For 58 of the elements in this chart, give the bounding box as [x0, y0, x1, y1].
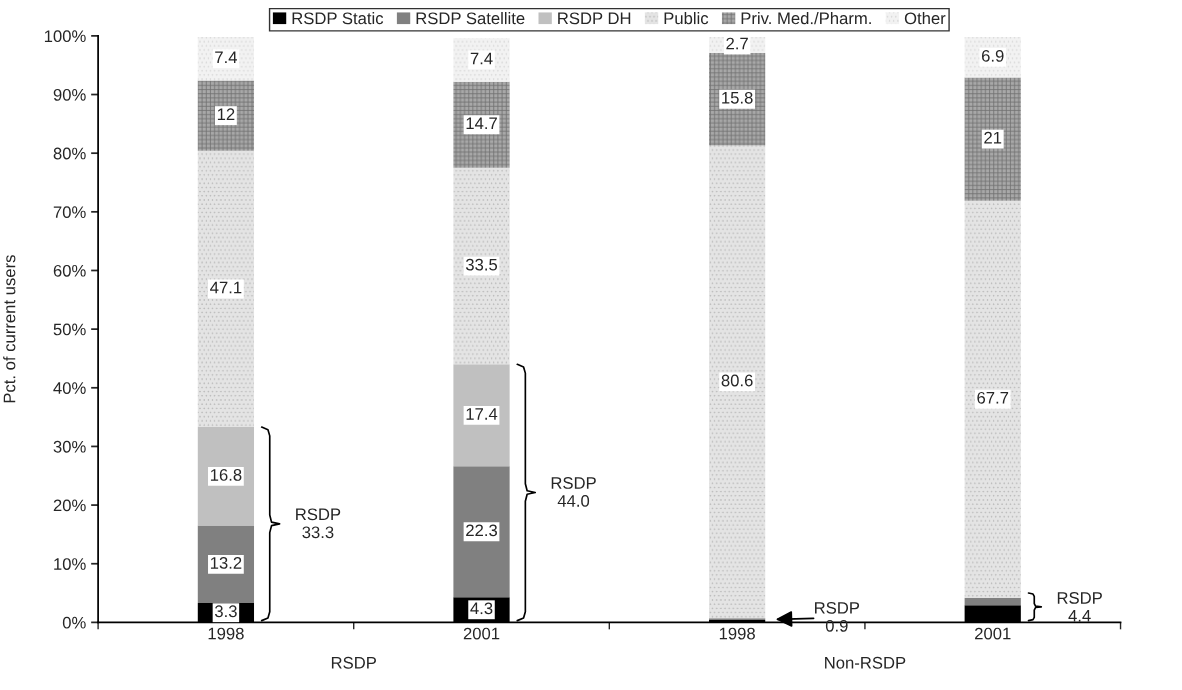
x-tick-label: 2001 [463, 627, 500, 640]
bar [453, 466, 510, 598]
legend-label: RSDP Satellite [416, 12, 525, 25]
legend-label: Priv. Med./Pharm. [741, 12, 871, 25]
text: Non-RSDP [825, 656, 906, 669]
annotation: RSDP 4.4 [1057, 592, 1102, 622]
data-label: 7.4 [215, 51, 238, 64]
data-label: 21 [984, 131, 1002, 144]
annotation: RSDP 33.3 [296, 508, 341, 539]
annotation: RSDP 44.0 [551, 477, 596, 507]
data-label: 22.3 [466, 524, 498, 537]
data-label: 3.3 [214, 605, 237, 618]
data-label: 67.7 [977, 391, 1009, 404]
bar [964, 200, 1021, 598]
bar [453, 81, 510, 168]
legend-label: RSDP DH [558, 12, 631, 25]
annotation: RSDP 0.9 [815, 601, 860, 632]
bar [453, 167, 510, 365]
bar [197, 80, 255, 151]
bar [709, 145, 766, 619]
data-label: 33.5 [465, 258, 498, 271]
data-label: 15.8 [722, 91, 753, 104]
y-tick-label: 60% [53, 264, 86, 277]
y-tick-label: 90% [53, 88, 86, 101]
data-label: 47.1 [210, 281, 242, 294]
y-tick-label: 100% [44, 30, 86, 43]
x-tick-label: 1998 [719, 627, 755, 640]
y-axis-title: Pct. of current users [3, 255, 16, 403]
data-label: 6.9 [982, 49, 1004, 62]
legend-label: Other [904, 12, 946, 25]
y-tick-label: 20% [53, 499, 86, 512]
data-label: 16.8 [210, 469, 242, 481]
bar [964, 597, 1021, 606]
y-tick-label: 70% [53, 206, 86, 219]
bar [709, 52, 766, 146]
bar [197, 150, 255, 428]
data-label: 4.3 [470, 602, 493, 615]
data-label: 80.6 [721, 374, 753, 387]
legend-label: Public [664, 12, 709, 25]
text: RSDP [331, 656, 376, 669]
y-tick-label: 80% [53, 147, 86, 160]
data-label: 13.2 [210, 556, 242, 569]
data-label: 12 [217, 108, 235, 120]
x-tick-label: 1998 [208, 627, 244, 640]
y-tick-label: 10% [54, 558, 86, 570]
legend-label: RSDP Static [292, 12, 384, 25]
bar [453, 364, 510, 467]
data-label: 2.7 [726, 37, 748, 50]
data-label: 14.7 [466, 117, 497, 130]
bar [964, 77, 1021, 201]
bar [197, 427, 255, 526]
y-tick-label: 50% [53, 323, 86, 336]
y-tick-label: 0% [62, 616, 86, 629]
data-label: 17.4 [466, 408, 498, 420]
x-tick-label: 2001 [975, 627, 1011, 640]
data-label: 7.4 [470, 52, 493, 65]
y-tick-label: 40% [53, 382, 86, 394]
y-tick-label: 30% [53, 440, 86, 453]
